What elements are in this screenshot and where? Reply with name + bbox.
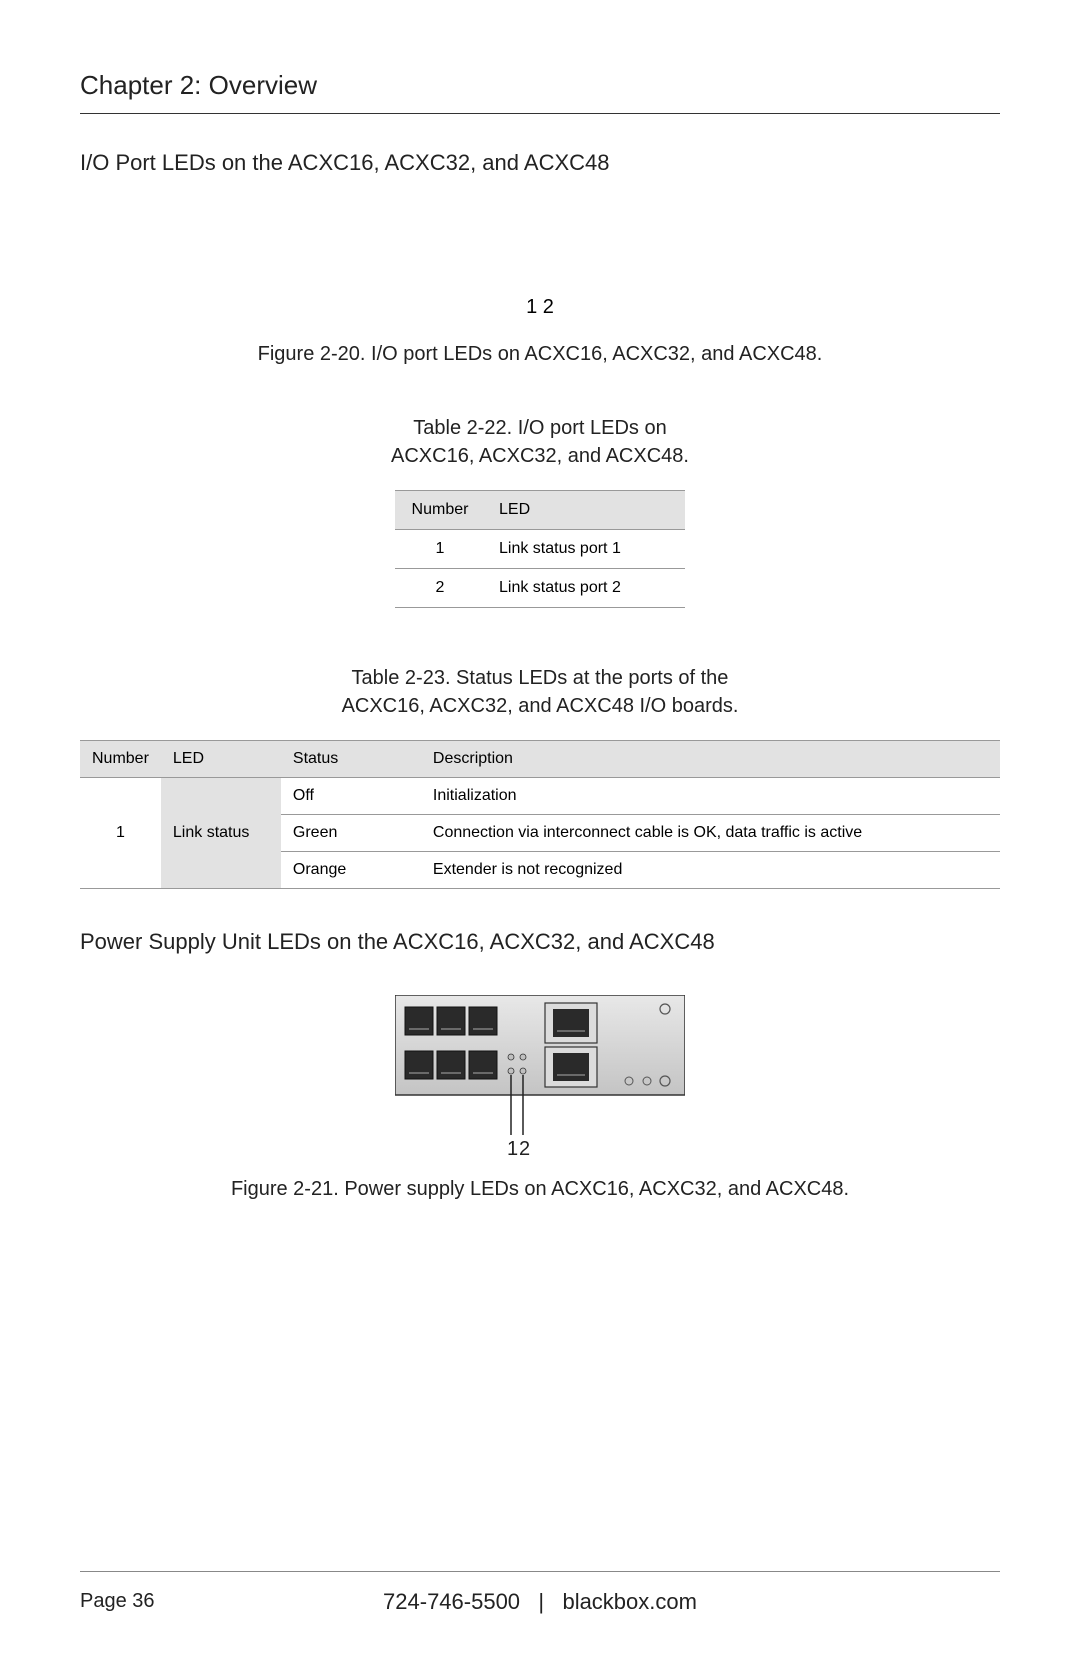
table-cell: Initialization	[421, 778, 1000, 815]
table-22-caption: Table 2-22. I/O port LEDs on ACXC16, ACX…	[80, 414, 1000, 470]
table-22: Number LED 1 Link status port 1 2 Link s…	[395, 490, 685, 608]
svg-text:1: 1	[507, 1138, 518, 1160]
section-heading-io-leds: I/O Port LEDs on the ACXC16, ACXC32, and…	[80, 150, 1000, 176]
table-header-description: Description	[421, 741, 1000, 778]
table-cell: Connection via interconnect cable is OK,…	[421, 815, 1000, 852]
footer-contact: 724-746-5500 | blackbox.com	[383, 1589, 697, 1615]
table-header-led: LED	[485, 491, 685, 530]
table-22-caption-line1: Table 2-22. I/O port LEDs on	[413, 417, 666, 439]
table-header-led: LED	[161, 741, 281, 778]
table-23: Number LED Status Description 1 Link sta…	[80, 740, 1000, 889]
chapter-header: Chapter 2: Overview	[80, 70, 1000, 114]
footer-sep: |	[538, 1589, 544, 1614]
table-row: 1 Link status port 1	[395, 530, 685, 569]
table-cell-number: 1	[80, 778, 161, 889]
table-row: 1 Link status Off Initialization	[80, 778, 1000, 815]
table-23-caption: Table 2-23. Status LEDs at the ports of …	[80, 664, 1000, 720]
table-cell: Link status port 1	[485, 530, 685, 569]
table-header-number: Number	[80, 741, 161, 778]
table-header-status: Status	[281, 741, 421, 778]
table-23-caption-line1: Table 2-23. Status LEDs at the ports of …	[352, 667, 729, 689]
figure-20-caption: Figure 2-20. I/O port LEDs on ACXC16, AC…	[80, 343, 1000, 366]
footer-phone: 724-746-5500	[383, 1589, 520, 1614]
table-header-number: Number	[395, 491, 485, 530]
psu-diagram-svg: 1 2	[395, 995, 685, 1165]
page-footer: Page 36 724-746-5500 | blackbox.com	[80, 1571, 1000, 1613]
table-cell: Link status port 2	[485, 569, 685, 608]
footer-page-number: Page 36	[80, 1590, 155, 1613]
figure-20-labels: 1 2	[80, 296, 1000, 319]
section-heading-psu-leds: Power Supply Unit LEDs on the ACXC16, AC…	[80, 929, 1000, 955]
table-22-caption-line2: ACXC16, ACXC32, and ACXC48.	[391, 445, 689, 467]
table-cell: Green	[281, 815, 421, 852]
figure-21-caption: Figure 2-21. Power supply LEDs on ACXC16…	[80, 1178, 1000, 1201]
table-cell: Off	[281, 778, 421, 815]
figure-21-diagram: 1 2	[80, 995, 1000, 1170]
table-row: Number LED Status Description	[80, 741, 1000, 778]
svg-text:2: 2	[519, 1138, 530, 1160]
table-cell: 1	[395, 530, 485, 569]
footer-site: blackbox.com	[562, 1589, 697, 1614]
table-cell: 2	[395, 569, 485, 608]
table-cell: Extender is not recognized	[421, 852, 1000, 889]
table-23-caption-line2: ACXC16, ACXC32, and ACXC48 I/O boards.	[342, 695, 739, 717]
table-cell-led: Link status	[161, 778, 281, 889]
table-cell: Orange	[281, 852, 421, 889]
table-row: Number LED	[395, 491, 685, 530]
table-row: 2 Link status port 2	[395, 569, 685, 608]
